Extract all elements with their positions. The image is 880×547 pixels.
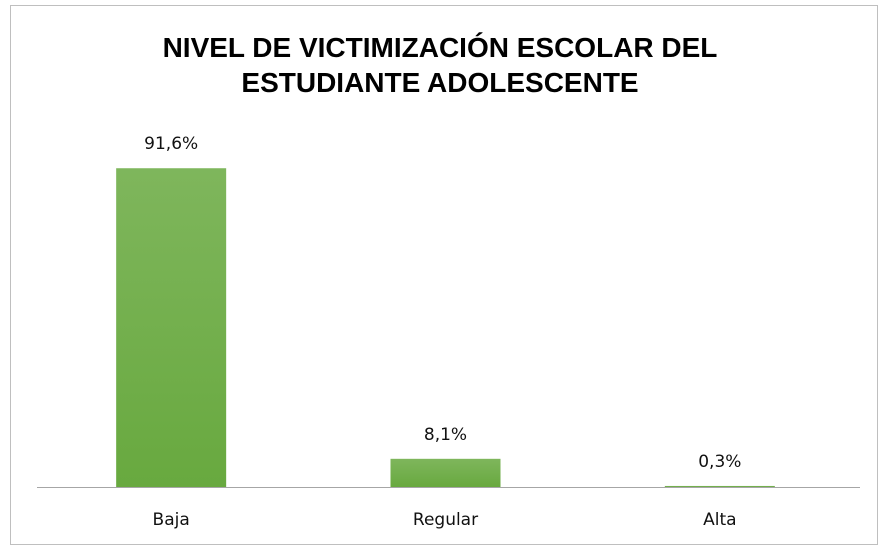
data-label: 8,1% (424, 425, 467, 445)
x-tick-label: Regular (413, 510, 478, 530)
data-label: 0,3% (698, 452, 741, 472)
bar (664, 485, 775, 487)
x-tick-label: Baja (153, 510, 190, 530)
data-label: 91,6% (144, 134, 198, 154)
bar (390, 458, 501, 487)
bar (116, 168, 227, 487)
chart-title: NIVEL DE VICTIMIZACIÓN ESCOLAR DEL ESTUD… (162, 32, 718, 98)
x-tick-label: Alta (703, 510, 736, 530)
